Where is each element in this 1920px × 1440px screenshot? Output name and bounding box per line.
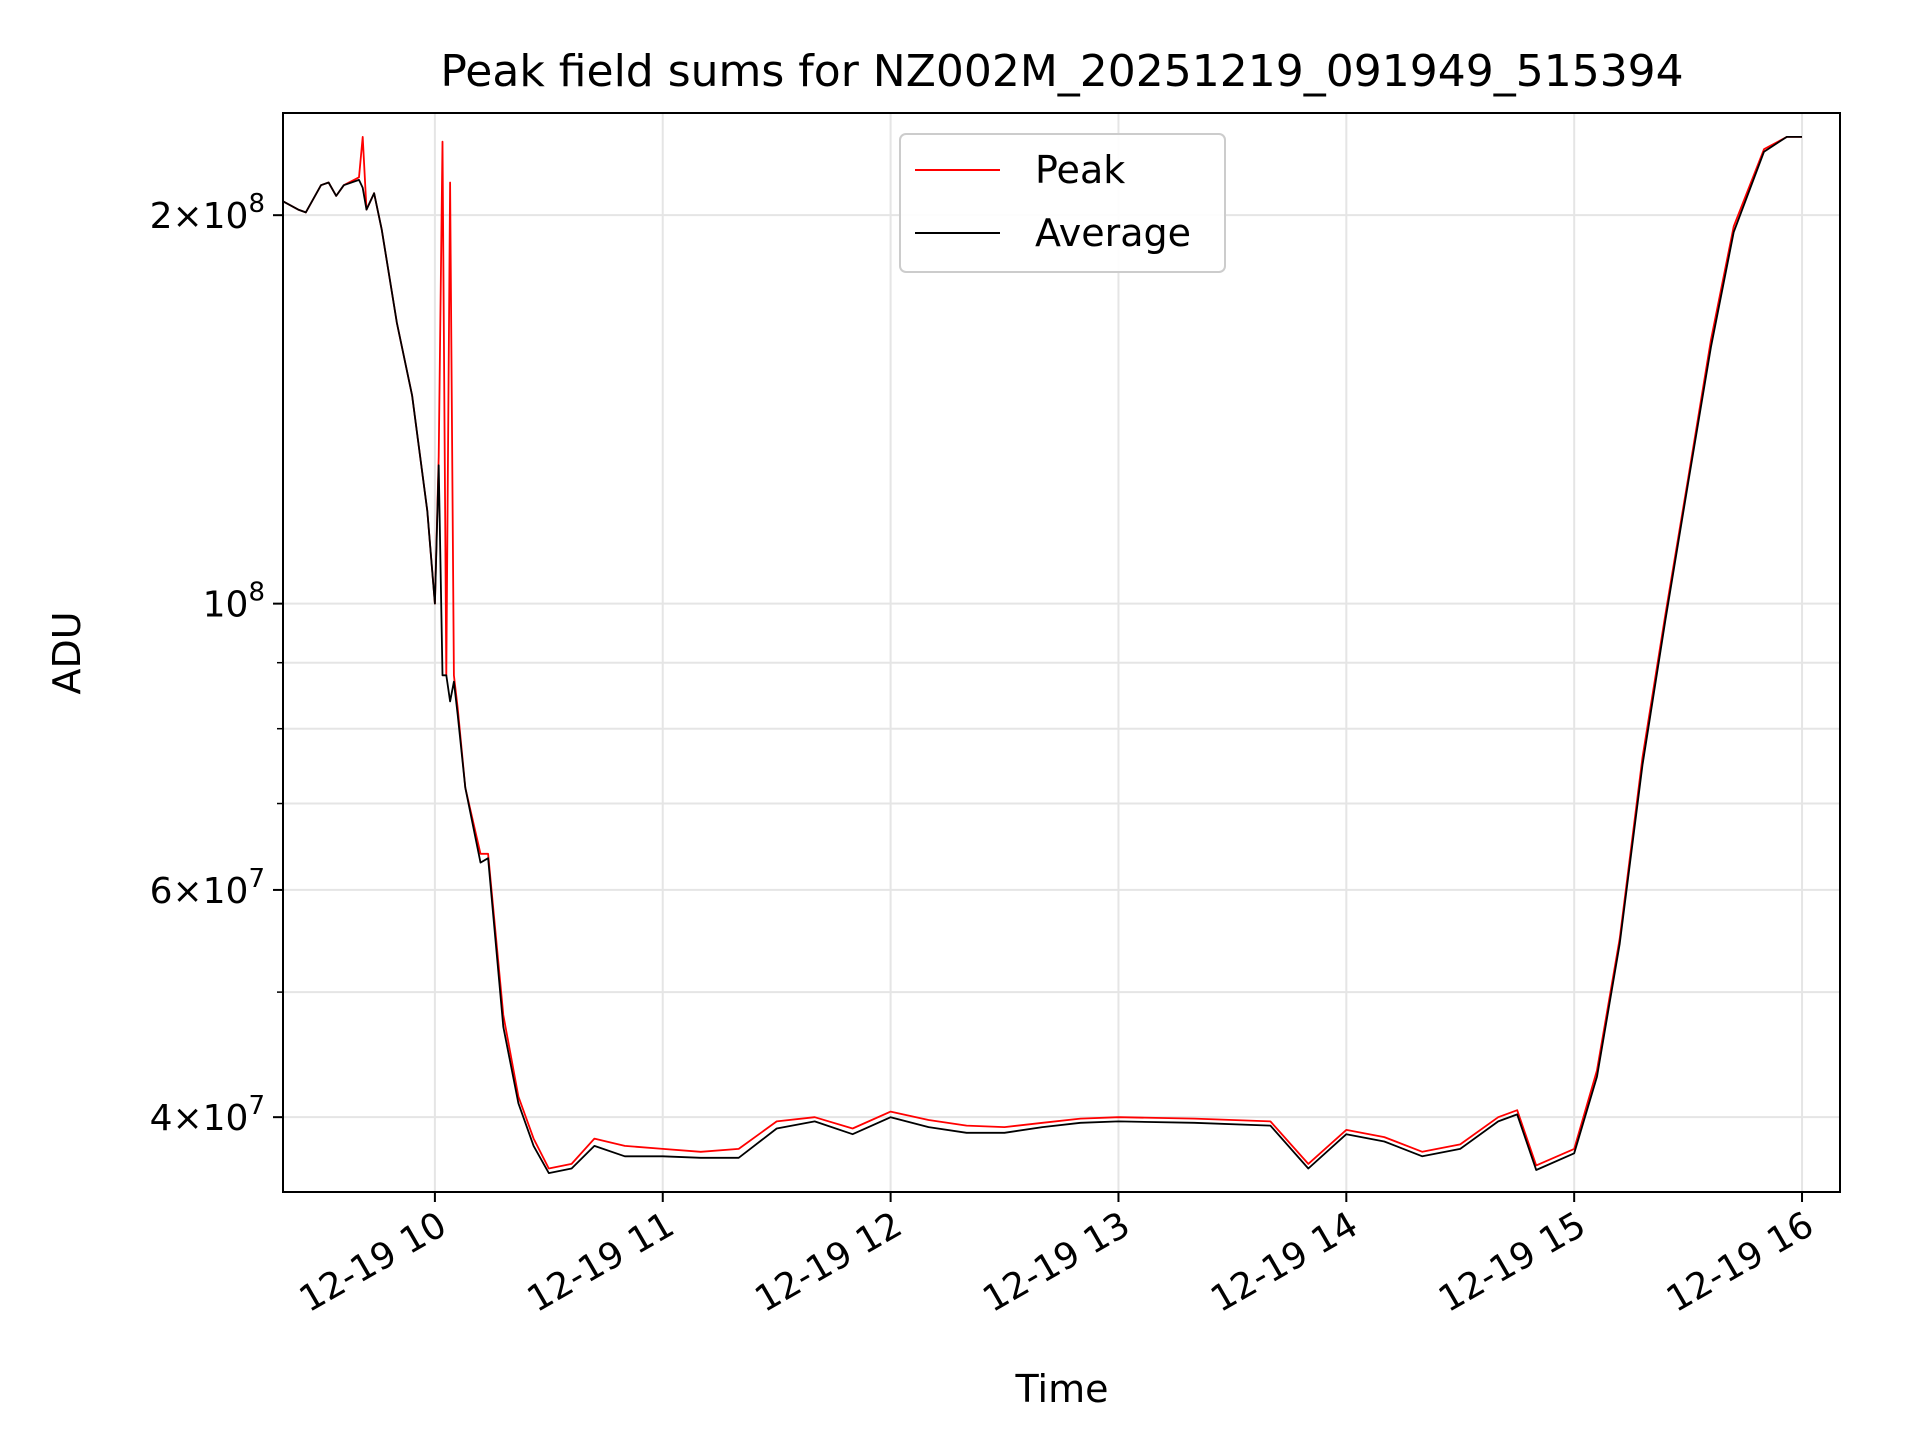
y-axis: 4×107 6×107 108 2×108	[150, 189, 283, 1139]
legend: Peak Average	[899, 133, 1226, 273]
plot-frame	[282, 112, 1841, 1193]
legend-label-peak: Peak	[1035, 148, 1125, 192]
y-tick-label: 108	[203, 578, 265, 626]
y-tick-label: 4×107	[150, 1091, 265, 1139]
legend-box	[899, 133, 1226, 273]
y-tick-label: 2×108	[150, 189, 265, 237]
series-layer	[282, 135, 1802, 1174]
legend-label-average: Average	[1035, 211, 1191, 255]
y-tick-label: 6×107	[150, 864, 265, 912]
series-line-average	[282, 135, 1802, 1174]
y-axis-label: ADU	[45, 611, 89, 694]
x-axis-label: Time	[1015, 1367, 1109, 1411]
chart-title: Peak field sums for NZ002M_20251219_0919…	[440, 46, 1683, 97]
